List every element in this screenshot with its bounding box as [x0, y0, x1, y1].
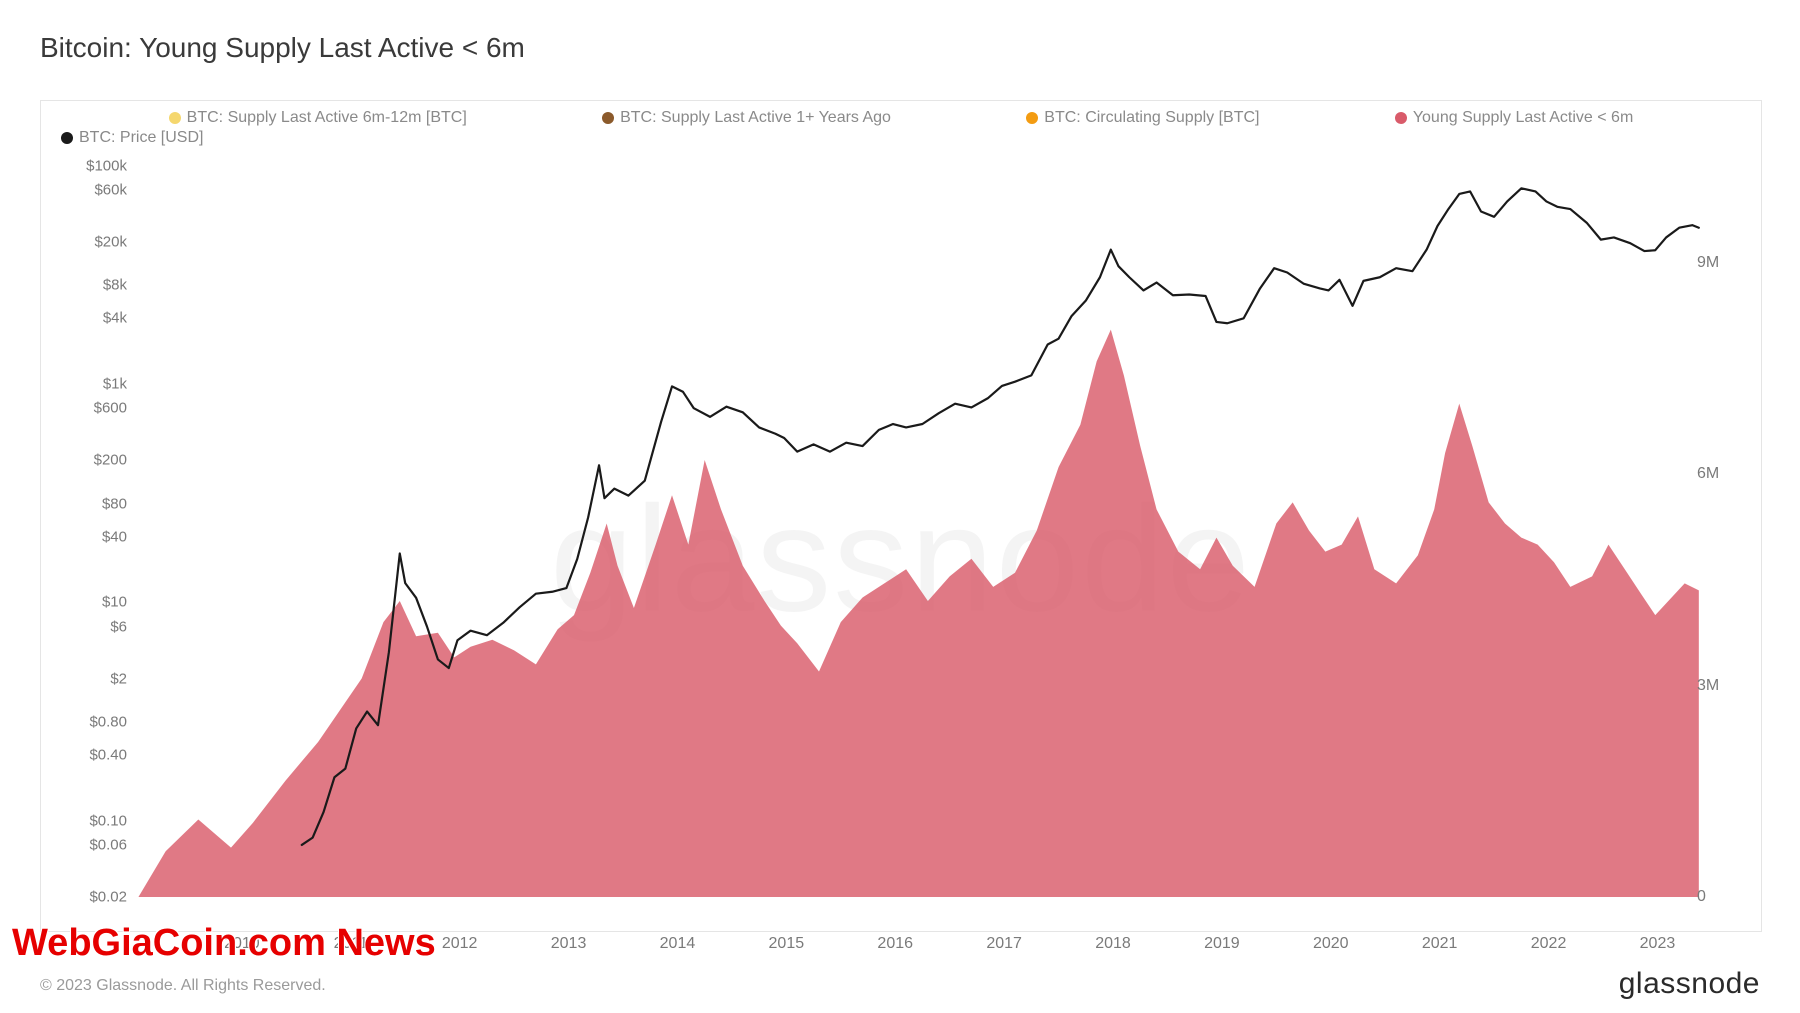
y-left-tick-label: $20k: [94, 233, 127, 250]
y-right-tick-label: 3M: [1697, 677, 1719, 695]
y-left-tick-label: $80: [102, 495, 127, 512]
y-left-tick-label: $60k: [94, 181, 127, 198]
y-right-tick-label: 9M: [1697, 254, 1719, 272]
y-left-tick-label: $0.40: [89, 746, 127, 763]
y-left-tick-label: $6: [110, 618, 127, 635]
brand-logo: glassnode: [1619, 967, 1760, 1001]
legend-swatch: [1395, 112, 1407, 124]
legend-swatch: [602, 112, 614, 124]
legend-swatch: [1026, 112, 1038, 124]
legend-swatch: [61, 132, 73, 144]
y-left-tick-label: $0.10: [89, 812, 127, 829]
x-tick-label: 2016: [877, 935, 913, 953]
x-tick-label: 2022: [1531, 935, 1567, 953]
y-left-tick-label: $10: [102, 594, 127, 611]
x-tick-label: 2018: [1095, 935, 1131, 953]
chart-title: Bitcoin: Young Supply Last Active < 6m: [40, 32, 525, 64]
legend-item: BTC: Supply Last Active 1+ Years Ago: [602, 109, 891, 127]
x-tick-label: 2017: [986, 935, 1022, 953]
area-young-supply: [138, 330, 1698, 897]
y-left-tick-label: $100k: [86, 157, 127, 174]
legend-label: BTC: Circulating Supply [BTC]: [1044, 109, 1259, 127]
x-tick-label: 2020: [1313, 935, 1349, 953]
legend-item: BTC: Circulating Supply [BTC]: [1026, 109, 1259, 127]
y-left-tick-label: $40: [102, 528, 127, 545]
y-right-tick-label: 6M: [1697, 465, 1719, 483]
legend-item: BTC: Price [USD]: [61, 129, 203, 147]
y-right-tick-label: 0: [1697, 888, 1706, 906]
legend-label: BTC: Price [USD]: [79, 129, 203, 147]
legend: BTC: Supply Last Active 6m-12m [BTC] BTC…: [41, 109, 1761, 157]
x-tick-label: 2023: [1640, 935, 1676, 953]
y-left-tick-label: $200: [94, 452, 127, 469]
y-left-tick-label: $600: [94, 400, 127, 417]
x-tick-label: 2014: [660, 935, 696, 953]
x-tick-label: 2012: [442, 935, 478, 953]
x-tick-label: 2019: [1204, 935, 1240, 953]
legend-label: BTC: Supply Last Active 6m-12m [BTC]: [187, 109, 467, 127]
chart-frame: BTC: Supply Last Active 6m-12m [BTC] BTC…: [40, 100, 1762, 932]
y-left-tick-label: $8k: [103, 277, 127, 294]
y-right-axis: 0 3M 6M 9M: [1697, 157, 1747, 931]
legend-label: BTC: Supply Last Active 1+ Years Ago: [620, 109, 891, 127]
y-left-tick-label: $2: [110, 670, 127, 687]
legend-swatch: [169, 112, 181, 124]
y-left-tick-label: $0.02: [89, 889, 127, 906]
chart-svg: [41, 157, 1761, 931]
x-tick-label: 2013: [551, 935, 587, 953]
news-overlay: WebGiaCoin.com News: [12, 922, 436, 965]
y-left-tick-label: $0.06: [89, 836, 127, 853]
legend-item: BTC: Supply Last Active 6m-12m [BTC]: [169, 109, 467, 127]
copyright: © 2023 Glassnode. All Rights Reserved.: [40, 977, 326, 995]
y-left-tick-label: $0.80: [89, 714, 127, 731]
plot-area: glassnode $0.02$0.06$0.10$0.40$0.80$2$6$…: [41, 157, 1761, 931]
y-left-tick-label: $4k: [103, 310, 127, 327]
legend-label: Young Supply Last Active < 6m: [1413, 109, 1633, 127]
legend-item: Young Supply Last Active < 6m: [1395, 109, 1633, 127]
y-left-tick-label: $1k: [103, 375, 127, 392]
y-left-axis: $0.02 $0.06 $0.10 $0.40 $0.80 $2 $6 $10 $40 $80 $2…: [53, 157, 127, 931]
x-tick-label: 2021: [1422, 935, 1458, 953]
x-tick-label: 2015: [769, 935, 805, 953]
